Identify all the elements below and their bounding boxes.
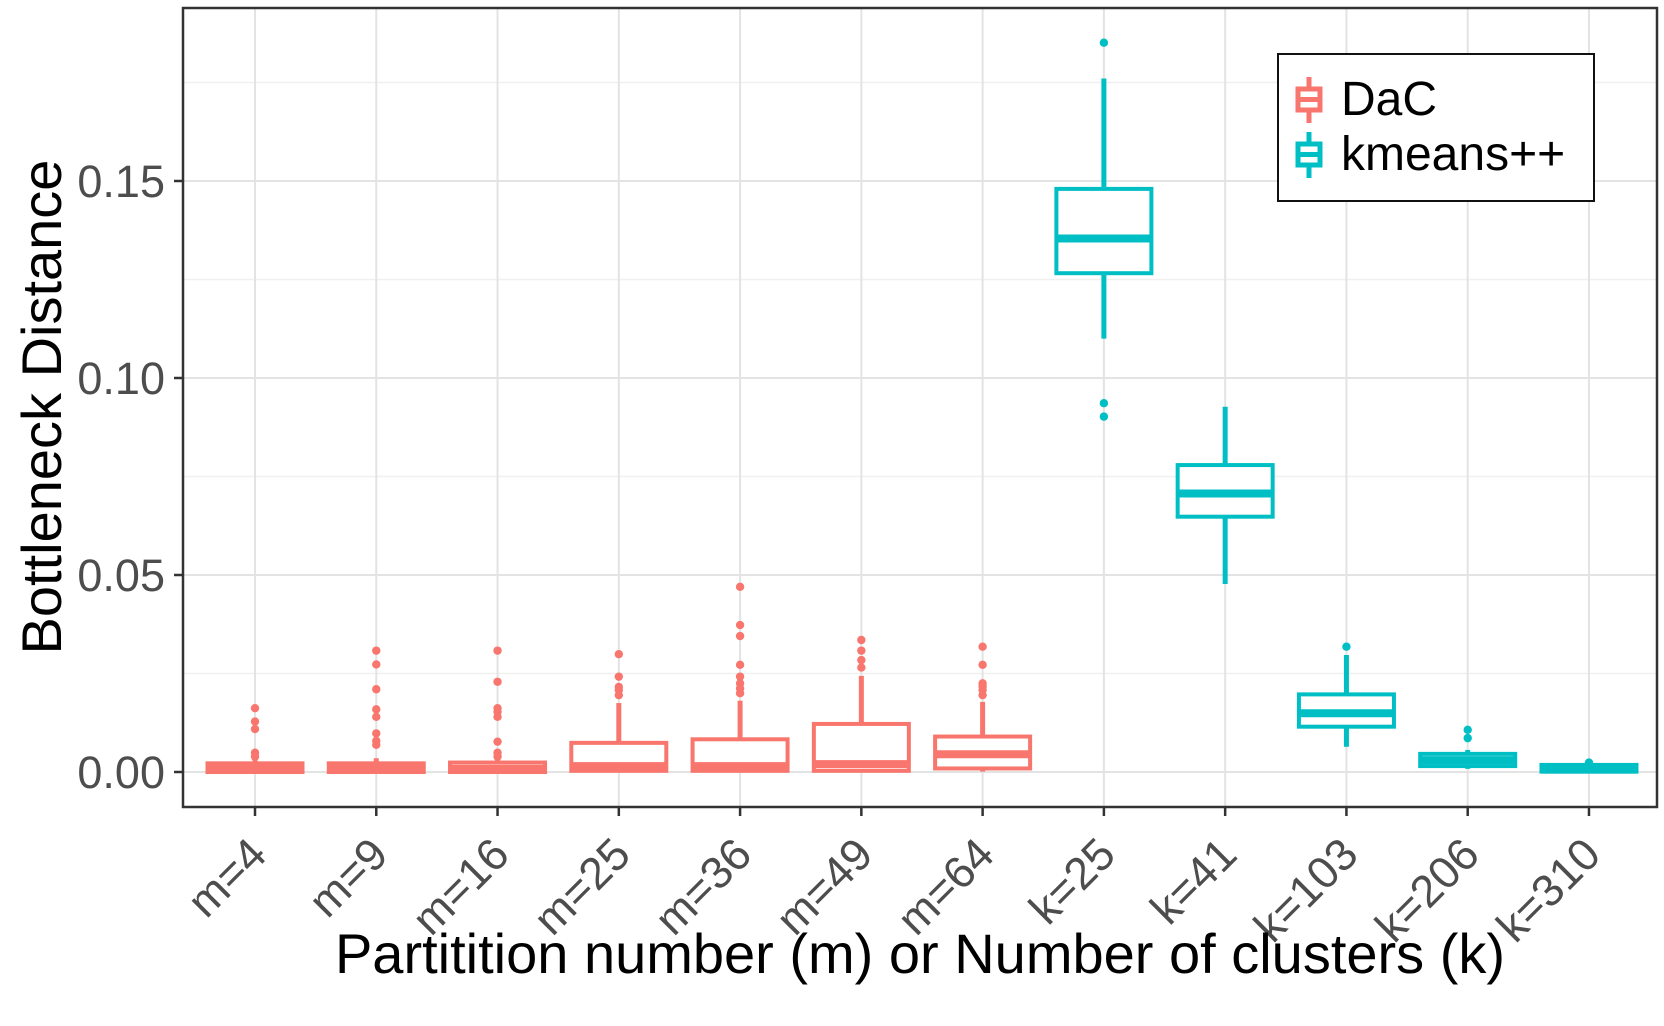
boxplot-glyph-icon xyxy=(1295,76,1323,123)
outlier-point xyxy=(493,748,502,757)
legend-entry-kmeans: kmeans++ xyxy=(1293,127,1593,182)
outlier-point xyxy=(250,717,260,726)
outlier-point xyxy=(978,660,987,670)
outlier-point xyxy=(372,646,381,655)
legend-label: kmeans++ xyxy=(1341,127,1566,181)
panel-border xyxy=(181,6,1659,809)
outlier-point xyxy=(372,705,381,714)
outlier-point xyxy=(493,646,502,655)
outlier-point xyxy=(735,672,745,681)
outlier-point xyxy=(1099,412,1109,421)
box xyxy=(1054,186,1154,276)
x-tick-label: m=4 xyxy=(177,828,276,927)
outlier-point xyxy=(372,729,381,738)
outlier-point xyxy=(735,582,745,592)
x-tick-label: k=41 xyxy=(1140,828,1246,934)
boxplot-glyph-icon xyxy=(1295,131,1323,178)
y-tick-label: 0.15 xyxy=(77,156,165,207)
outlier-point xyxy=(372,685,381,694)
y-tick-label: 0.00 xyxy=(77,747,165,798)
outlier-point xyxy=(250,724,260,734)
outlier-point xyxy=(614,649,624,659)
outlier-point xyxy=(735,631,745,641)
x-tick-label: m=9 xyxy=(298,828,397,927)
outlier-point xyxy=(1099,399,1109,408)
outlier-point xyxy=(1099,38,1109,47)
outlier-point xyxy=(857,635,866,645)
outlier-point xyxy=(857,655,866,665)
outlier-point xyxy=(493,703,502,713)
outlier-point xyxy=(735,620,745,630)
outlier-point xyxy=(493,677,502,686)
outlier-point xyxy=(372,712,381,722)
y-tick-label: 0.05 xyxy=(77,550,165,601)
x-tick-label: k=25 xyxy=(1019,828,1125,934)
outlier-point xyxy=(1463,733,1472,743)
y-tick-label: 0.10 xyxy=(77,353,165,404)
legend-label: DaC xyxy=(1341,72,1438,126)
outlier-point xyxy=(1584,758,1594,767)
outlier-point xyxy=(614,682,624,692)
outlier-point xyxy=(372,660,381,669)
outlier-point xyxy=(735,660,745,670)
legend-entry-dac: DaC xyxy=(1293,72,1593,127)
outlier-point xyxy=(493,737,502,746)
outlier-point xyxy=(978,679,987,688)
outlier-point xyxy=(978,642,987,651)
outlier-point xyxy=(857,663,866,672)
outlier-point xyxy=(250,748,260,757)
outlier-point xyxy=(735,679,745,688)
legend: DaC kmeans++ xyxy=(1277,53,1595,202)
outlier-point xyxy=(614,672,624,681)
outlier-point xyxy=(250,703,260,713)
x-axis-title: Partitition number (m) or Number of clus… xyxy=(334,922,1506,985)
outlier-point xyxy=(372,736,381,746)
outlier-point xyxy=(1342,642,1351,651)
y-axis-title: Bottleneck Distance xyxy=(10,159,73,655)
outlier-point xyxy=(1463,725,1472,735)
outlier-point xyxy=(857,646,866,655)
